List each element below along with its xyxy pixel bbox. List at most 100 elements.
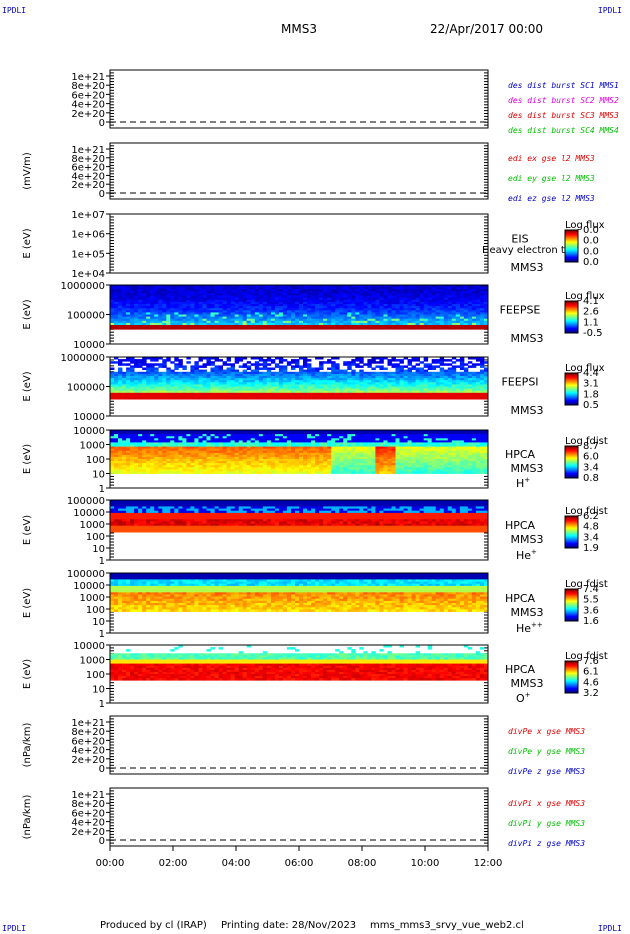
spectrogram-cell — [427, 320, 433, 324]
spectrogram-cell — [323, 301, 328, 305]
spectrogram-cell — [234, 297, 240, 301]
spectrogram-cell — [359, 301, 364, 305]
spectrogram-cell — [471, 388, 477, 392]
spectrogram-cell — [170, 442, 175, 445]
spectrogram-cell — [315, 318, 320, 322]
spectrogram-cell — [371, 325, 376, 328]
colorbar-step — [565, 246, 578, 248]
y-tick-label: 6e+20 — [71, 163, 105, 174]
spectrogram-cell — [282, 461, 288, 464]
spectrogram-cell — [439, 287, 445, 290]
spectrogram-cell — [258, 456, 264, 460]
spectrogram-cell — [282, 442, 288, 445]
spectrogram-cell — [266, 357, 272, 360]
spectrogram-cell — [114, 444, 119, 447]
spectrogram-cell — [258, 436, 264, 439]
spectrogram-cell — [230, 459, 235, 462]
spectrogram-cell — [427, 386, 433, 389]
spectrogram-cell — [258, 293, 264, 296]
spectrogram-cell — [138, 446, 143, 450]
spectrogram-cell — [431, 291, 437, 294]
spectrogram-cell — [371, 380, 376, 383]
spectrogram-cell — [126, 386, 131, 389]
spectrogram-cell — [274, 382, 280, 385]
spectrogram-cell — [142, 325, 147, 328]
spectrogram-cell — [282, 430, 288, 433]
spectrogram-cell — [455, 378, 461, 381]
spectrogram-cell — [467, 295, 473, 298]
spectrogram-cell — [299, 306, 304, 309]
spectrogram-cell — [174, 459, 179, 462]
spectrogram-cell — [331, 382, 336, 385]
spectrogram-cell — [126, 373, 131, 377]
spectrogram-cell — [471, 287, 477, 290]
spectrogram-cell — [254, 304, 260, 307]
spectrogram-cell — [174, 359, 179, 362]
spectrogram-cell — [459, 306, 465, 309]
spectrogram-cell — [435, 318, 441, 322]
spectrogram-cell — [146, 434, 151, 437]
spectrogram-cell — [254, 373, 260, 377]
spectrogram-cell — [367, 397, 372, 400]
spectrogram-cell — [214, 392, 219, 396]
spectrogram-cell — [278, 386, 284, 389]
spectrogram-cell — [371, 359, 376, 362]
spectrogram-cell — [226, 459, 231, 462]
spectrogram-cell — [110, 306, 115, 309]
spectrogram-cell — [206, 444, 211, 447]
spectrogram-cell — [270, 434, 276, 437]
spectrogram-cell — [218, 289, 223, 292]
spectrogram-cell — [150, 327, 155, 330]
spectrogram-cell — [311, 291, 316, 294]
spectrogram-cell — [174, 287, 179, 290]
spectrogram-cell — [278, 392, 284, 396]
spectrogram-cell — [138, 469, 143, 472]
spectrogram-cell — [230, 289, 235, 292]
spectrogram-cell — [331, 397, 336, 400]
spectrogram-cell — [154, 436, 159, 439]
spectrogram-cell — [383, 325, 388, 328]
spectrogram-cell — [182, 438, 187, 441]
spectrogram-cell — [311, 322, 316, 326]
spectrogram-cell — [335, 388, 340, 392]
spectrogram-cell — [343, 373, 348, 377]
spectrogram-cell — [146, 365, 151, 368]
spectrogram-cell — [286, 446, 292, 450]
spectrogram-cell — [459, 325, 465, 328]
spectrogram-cell — [455, 365, 461, 368]
spectrogram-cell — [363, 371, 368, 375]
spectrogram-cell — [351, 318, 356, 322]
spectrogram-cell — [130, 287, 135, 290]
spectrogram-cell — [254, 384, 260, 387]
spectrogram-cell — [415, 390, 420, 394]
spectrogram-cell — [435, 325, 441, 328]
spectrogram-cell — [387, 386, 392, 389]
spectrogram-cell — [166, 289, 171, 292]
spectrogram-cell — [339, 301, 344, 305]
spectrogram-cell — [122, 452, 127, 456]
spectrogram-cell — [178, 376, 183, 379]
spectrogram-cell — [226, 392, 231, 396]
spectrogram-cell — [319, 394, 324, 398]
spectrogram-cell — [335, 285, 340, 288]
spectrogram-cell — [484, 318, 489, 322]
spectrogram-cell — [130, 397, 135, 400]
spectrogram-cell — [347, 394, 352, 398]
spectrogram-cell — [150, 299, 155, 303]
spectrogram-cell — [315, 388, 320, 392]
spectrogram-cell — [359, 371, 364, 375]
spectrogram-cell — [178, 327, 183, 330]
spectrogram-cell — [415, 325, 420, 328]
spectrogram-cell — [282, 318, 288, 322]
spectrogram-cell — [162, 469, 167, 472]
spectrogram-cell — [154, 382, 159, 385]
spectrogram-cell — [250, 461, 256, 464]
spectrogram-cell — [218, 467, 223, 470]
spectrogram-cell — [387, 295, 392, 298]
spectrogram-cell — [411, 310, 416, 313]
spectrogram-cell — [250, 446, 256, 450]
spectrogram-cell — [480, 289, 485, 292]
spectrogram-cell — [230, 301, 235, 305]
spectrogram-cell — [484, 390, 489, 394]
